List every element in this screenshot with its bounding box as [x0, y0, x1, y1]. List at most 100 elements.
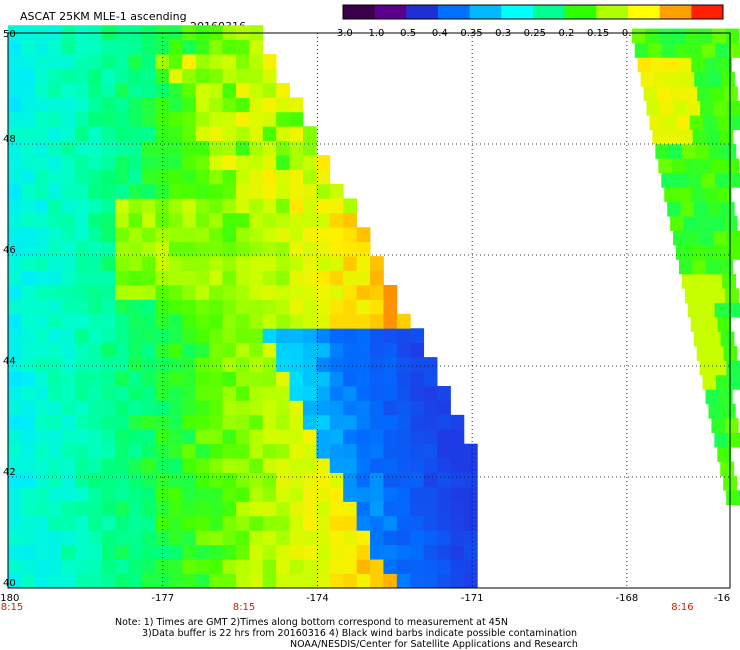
heatmap-cell: [383, 400, 398, 416]
heatmap-cell: [168, 227, 183, 243]
heatmap-cell: [128, 270, 143, 286]
heatmap-cells: [8, 25, 740, 589]
heatmap-cell: [34, 414, 49, 430]
heatmap-cell: [88, 385, 103, 401]
heatmap-cell: [101, 385, 116, 401]
heatmap-cell: [168, 530, 183, 546]
heatmap-cell: [155, 501, 170, 517]
heatmap-cell: [34, 573, 49, 589]
heatmap-cell: [370, 270, 384, 286]
heatmap-cell: [75, 328, 89, 344]
heatmap-cell: [316, 299, 331, 315]
heatmap-cell: [21, 140, 36, 156]
heatmap-cell: [316, 472, 331, 488]
heatmap-cell: [262, 530, 277, 546]
heatmap-cell: [343, 501, 358, 517]
heatmap-cell: [101, 155, 116, 170]
heatmap-cell: [101, 284, 116, 300]
heatmap-cell: [88, 501, 103, 517]
heatmap-cell: [316, 544, 331, 560]
heatmap-cell: [645, 28, 660, 44]
heatmap-cell: [704, 187, 719, 203]
heatmap-cell: [21, 530, 36, 546]
heatmap-cell: [88, 241, 103, 257]
heatmap-cell: [664, 57, 679, 73]
heatmap-cell: [661, 172, 676, 188]
heatmap-cell: [222, 544, 237, 560]
heatmap-cell: [209, 68, 223, 84]
heatmap-cell: [249, 313, 264, 329]
heatmap-cell: [168, 429, 183, 445]
heatmap-cell: [674, 42, 689, 58]
heatmap-cell: [463, 443, 478, 459]
heatmap-cell: [61, 299, 76, 315]
heatmap-cell: [423, 573, 438, 589]
heatmap-cell: [664, 187, 679, 203]
heatmap-cell: [343, 198, 358, 214]
heatmap-cell: [209, 39, 223, 55]
heatmap-cell: [450, 559, 465, 574]
heatmap-cell: [34, 472, 49, 488]
heatmap-cell: [698, 28, 713, 44]
heatmap-cell: [276, 472, 290, 488]
heatmap-cell: [668, 144, 683, 159]
heatmap-cell: [235, 284, 250, 300]
heatmap-cell: [235, 472, 250, 488]
heatmap-cell: [686, 100, 701, 116]
heatmap-cell: [155, 371, 170, 387]
heatmap-cell: [423, 544, 438, 560]
heatmap-cell: [262, 68, 277, 84]
heatmap-cell: [249, 414, 264, 430]
heatmap-cell: [75, 400, 89, 416]
heatmap-cell: [61, 385, 76, 401]
heatmap-cell: [209, 443, 223, 459]
heatmap-cell: [667, 201, 681, 217]
heatmap-cell: [182, 299, 197, 315]
heatmap-cell: [209, 573, 223, 589]
heatmap-cell: [88, 414, 103, 430]
heatmap-cell: [88, 530, 103, 546]
heatmap-cell: [168, 140, 183, 156]
heatmap-cell: [249, 82, 264, 98]
heatmap-cell: [8, 39, 22, 55]
heatmap-cell: [370, 443, 384, 459]
heatmap-cell: [302, 241, 317, 257]
heatmap-cell: [356, 544, 371, 560]
heatmap-cell: [249, 573, 264, 589]
heatmap-cell: [34, 429, 49, 445]
heatmap-cell: [75, 515, 89, 531]
heatmap-cell: [142, 212, 156, 228]
heatmap-cell: [48, 429, 63, 445]
heatmap-cell: [289, 227, 304, 243]
heatmap-cell: [235, 241, 250, 257]
heatmap-cell: [61, 111, 76, 127]
heatmap-cell: [88, 126, 103, 142]
heatmap-cell: [316, 385, 331, 401]
y-tick-label: 50: [3, 29, 16, 40]
heatmap-cell: [356, 270, 371, 286]
heatmap-cell: [423, 559, 438, 574]
heatmap-cell: [115, 486, 130, 502]
heatmap-cell: [88, 559, 103, 574]
heatmap-cell: [34, 515, 49, 531]
heatmap-cell: [329, 212, 344, 228]
heatmap-cell: [34, 39, 49, 55]
heatmap-cell: [209, 357, 223, 372]
heatmap-cell: [128, 198, 143, 214]
heatmap-cell: [383, 371, 398, 387]
heatmap-cell: [695, 144, 710, 159]
heatmap-cell: [289, 544, 304, 560]
heatmap-cell: [316, 429, 331, 445]
heatmap-cell: [302, 183, 317, 199]
heatmap-cell: [714, 172, 729, 188]
heatmap-cell: [329, 313, 344, 329]
heatmap-cell: [115, 111, 130, 127]
heatmap-cell: [88, 573, 103, 589]
heatmap-cell: [34, 299, 49, 315]
heatmap-cell: [396, 342, 411, 358]
heatmap-cell: [21, 458, 36, 473]
heatmap-cell: [329, 515, 344, 531]
heatmap-cell: [302, 429, 317, 445]
heatmap-cell: [34, 54, 49, 69]
heatmap-cell: [115, 515, 130, 531]
